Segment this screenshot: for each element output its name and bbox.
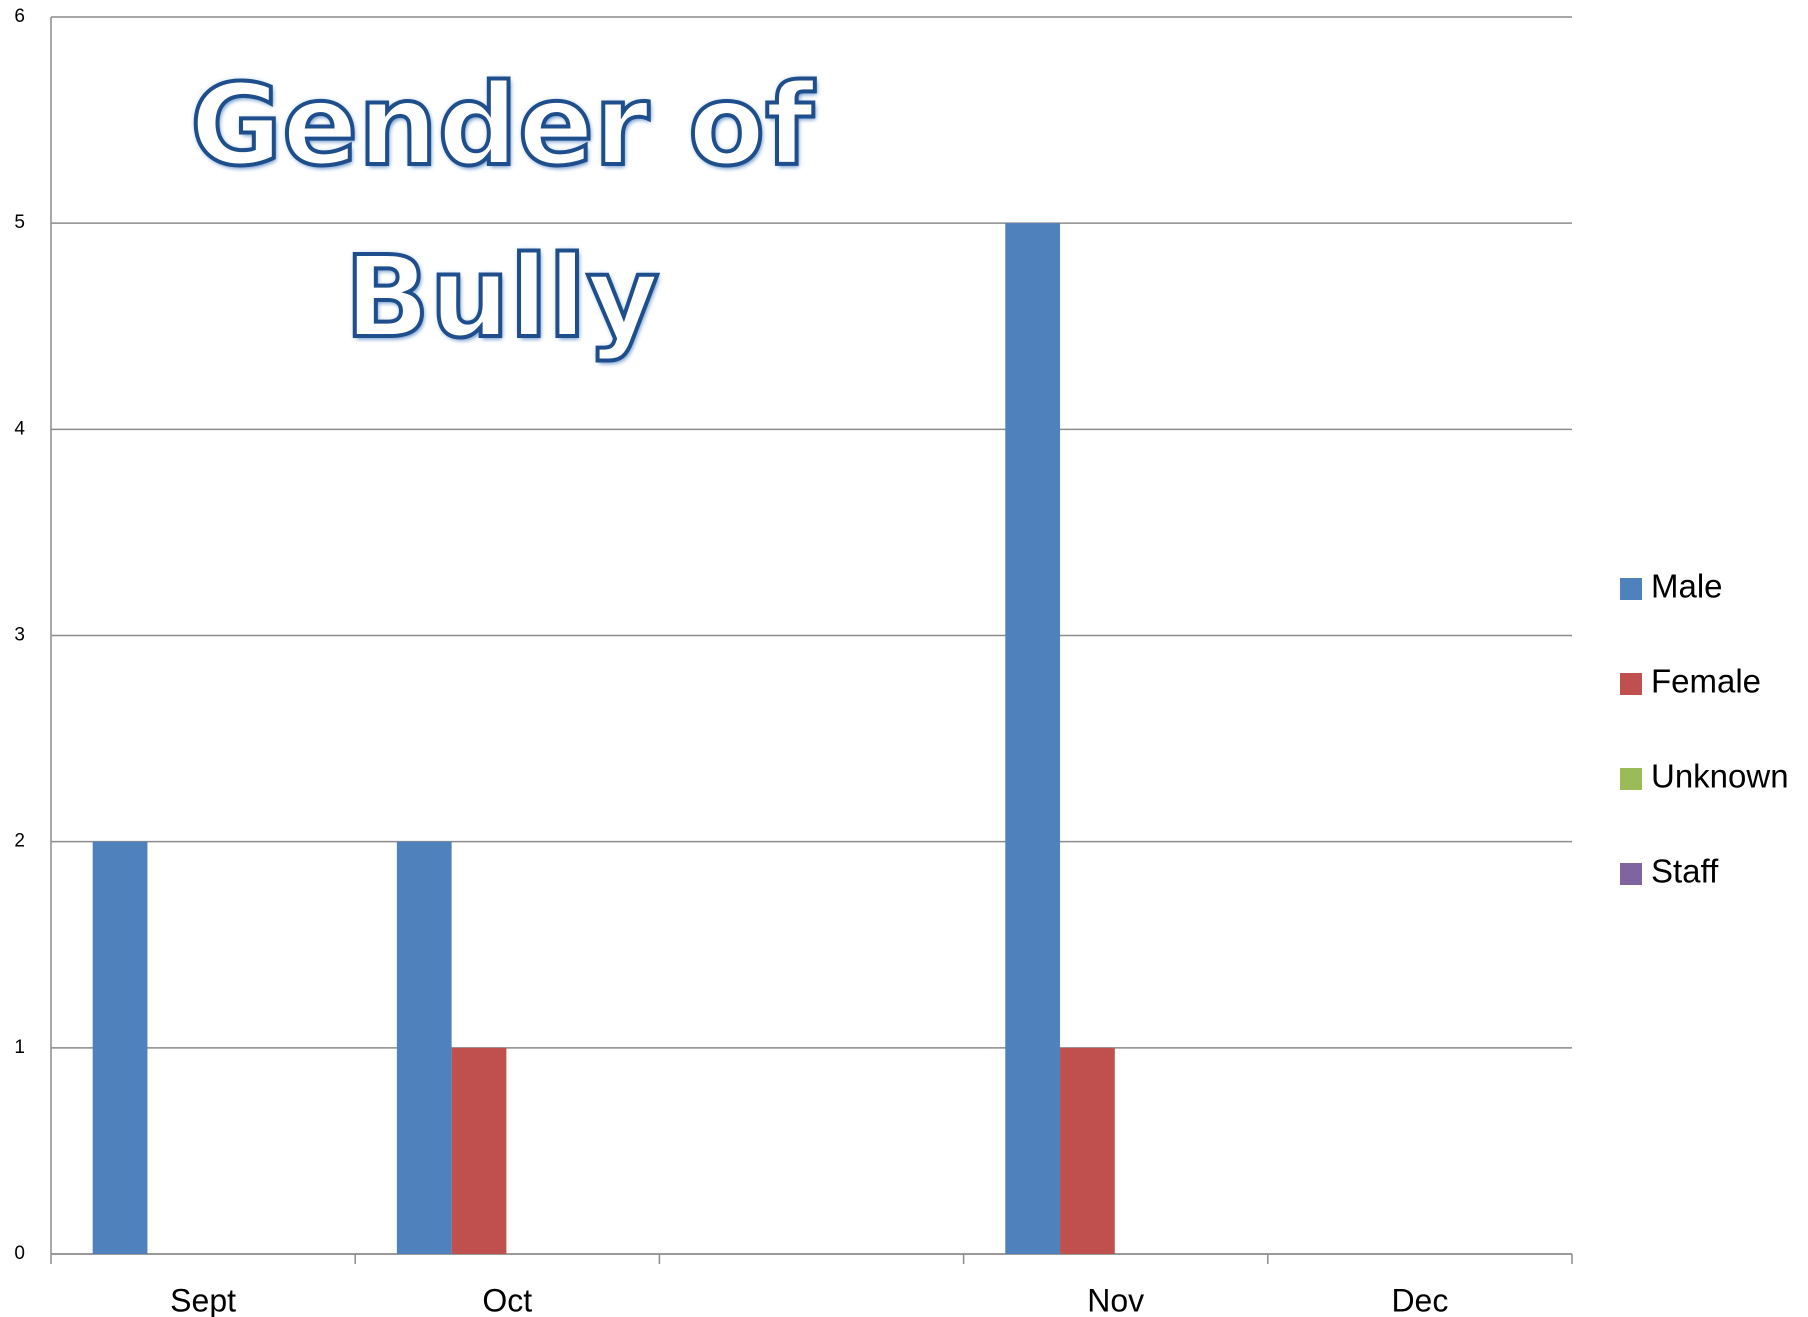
bar (451, 1047, 507, 1254)
bar (92, 841, 148, 1254)
y-tick-label: 1 (14, 1037, 25, 1058)
x-tick-label: Oct (482, 1282, 532, 1317)
legend-label: Female (1651, 663, 1761, 700)
y-tick-label: 3 (14, 625, 25, 646)
legend-swatch (1620, 673, 1642, 695)
x-tick-label: Sept (170, 1282, 236, 1317)
legend-label: Unknown (1651, 758, 1789, 795)
x-tick-label: Dec (1391, 1282, 1448, 1317)
y-tick-label: 6 (14, 6, 25, 27)
y-tick-label: 5 (14, 212, 25, 233)
chart-title: Gender of Bully (188, 59, 816, 365)
bar (1060, 1047, 1115, 1254)
legend-label: Male (1651, 568, 1723, 605)
legend-label: Staff (1651, 853, 1719, 890)
y-tick-label: 2 (14, 831, 25, 852)
y-tick-label: 4 (14, 418, 25, 439)
legend-swatch (1620, 863, 1642, 885)
legend-swatch (1620, 578, 1642, 600)
y-tick-label: 0 (14, 1243, 25, 1264)
bar (1005, 223, 1061, 1255)
legend-swatch (1620, 768, 1642, 790)
x-tick-label: Nov (1087, 1282, 1144, 1317)
bar (396, 841, 452, 1254)
